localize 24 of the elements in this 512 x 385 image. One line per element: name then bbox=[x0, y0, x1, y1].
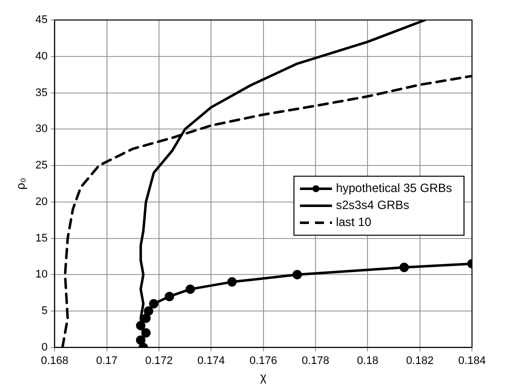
x-axis-title: χ bbox=[260, 370, 268, 384]
y-tick-label: 35 bbox=[35, 86, 48, 99]
y-tick-label: 45 bbox=[35, 14, 48, 26]
y-tick-label: 10 bbox=[35, 268, 48, 281]
y-axis-title: ρ₀ bbox=[14, 178, 28, 190]
legend-label: last 10 bbox=[336, 215, 372, 230]
y-tick-label: 30 bbox=[35, 123, 48, 136]
x-tick-label: 0.174 bbox=[197, 355, 225, 368]
legend-label: s2s3s4 GRBs bbox=[336, 198, 410, 212]
x-tick-label: 0.178 bbox=[302, 355, 330, 368]
x-tick-label: 0.176 bbox=[250, 355, 278, 368]
x-tick-label: 0.184 bbox=[458, 355, 486, 368]
y-tick-label: 0 bbox=[42, 341, 48, 354]
x-tick-label: 0.18 bbox=[356, 355, 378, 368]
x-tick-label: 0.172 bbox=[145, 355, 173, 368]
y-tick-label: 20 bbox=[35, 196, 48, 208]
x-tick-label: 0.168 bbox=[40, 355, 68, 368]
y-tick-label: 5 bbox=[42, 305, 48, 318]
y-tick-label: 25 bbox=[35, 160, 48, 172]
x-tick-label: 0.182 bbox=[406, 355, 434, 368]
y-tick-label: 15 bbox=[35, 232, 48, 244]
legend-label: hypothetical 35 GRBs bbox=[336, 181, 452, 196]
y-tick-label: 40 bbox=[35, 50, 48, 62]
x-tick-label: 0.17 bbox=[96, 355, 118, 368]
